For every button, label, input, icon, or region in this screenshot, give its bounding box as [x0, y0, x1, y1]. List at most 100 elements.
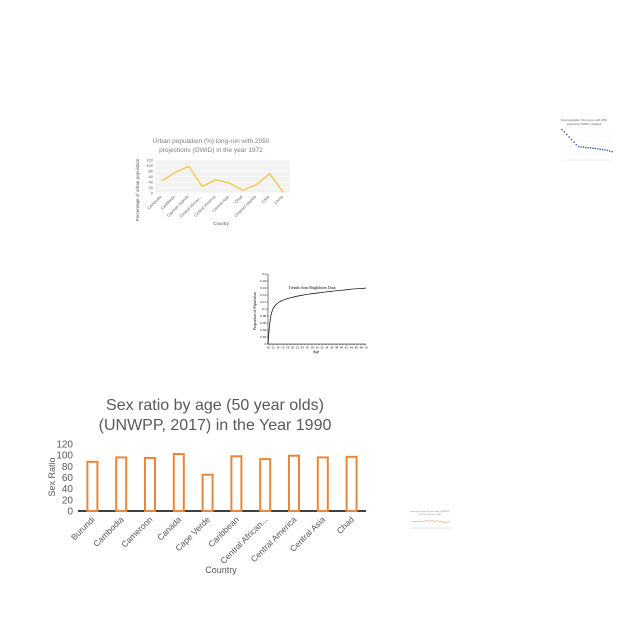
bar — [230, 455, 243, 512]
data-point — [575, 143, 578, 146]
y-tick-label: 0.08 — [260, 314, 266, 318]
data-point — [255, 184, 257, 186]
bar — [86, 460, 99, 513]
x-tick-label: Central African... — [218, 514, 270, 566]
x-tick-label: 50 — [364, 346, 368, 350]
chart-title: Urban population (%) long-run with 2050 — [153, 138, 270, 145]
x-tick-label: 22 — [296, 346, 300, 350]
x-tick-label: Cameroon — [119, 514, 154, 549]
x-tick-label: 30 — [315, 346, 319, 350]
x-tick-label: 38 — [335, 346, 339, 350]
x-axis-title: Country — [213, 221, 230, 226]
x-tick-label: Cape Verde — [173, 514, 212, 553]
data-point — [604, 148, 606, 151]
data-point — [215, 179, 217, 181]
data-point — [565, 133, 568, 136]
x-tick-label: 48 — [360, 346, 364, 350]
x-tick-label: 20 — [291, 346, 295, 350]
x-axis-title: Age — [313, 349, 320, 354]
bar — [288, 454, 300, 513]
y-tick-label: 60 — [149, 174, 154, 179]
y-tick-label: 0.14 — [260, 293, 266, 297]
x-tick-label: Chad — [233, 194, 243, 204]
data-point — [561, 128, 563, 131]
bar — [172, 453, 185, 512]
data-point — [269, 173, 271, 175]
bar — [144, 456, 156, 513]
series-line — [410, 520, 451, 523]
x-tick-label: 26 — [306, 346, 310, 350]
x-tick-label: 28 — [311, 346, 315, 350]
y-tick-label: 0.12 — [260, 300, 266, 304]
chart-title: Sex ratio by age (50 year olds) — [106, 397, 324, 414]
x-tick-label: Burundi — [69, 514, 97, 542]
y-tick-label: 0.16 — [260, 286, 266, 290]
data-point — [606, 149, 609, 152]
data-point — [161, 180, 163, 182]
y-tick-label: 0 — [151, 191, 154, 196]
x-tick-label: Chile — [260, 194, 271, 205]
data-point — [611, 150, 613, 153]
y-tick-label: 80 — [62, 462, 74, 473]
y-tick-label: 0 — [264, 342, 266, 346]
x-tick-label: Central America — [193, 194, 217, 218]
series-line — [267, 287, 367, 345]
x-tick-label: Central America — [249, 514, 299, 564]
data-point — [228, 182, 230, 184]
data-point — [242, 189, 244, 191]
bar — [115, 456, 128, 512]
y-tick-label: 80 — [149, 169, 154, 174]
chart-title: Sex ratio by age (50 year olds) (UNWPP, — [410, 510, 450, 513]
y-tick-label: 0.06 — [260, 321, 266, 325]
data-point — [174, 172, 176, 173]
data-point — [596, 148, 599, 150]
chart-title: 2017) in the Year 1990 — [419, 513, 442, 516]
x-tick-label: Cambodia — [91, 514, 126, 549]
x-tick-label: Canada — [155, 514, 183, 542]
data-point — [563, 131, 566, 133]
x-tick-label: 18 — [286, 346, 290, 350]
y-axis-title: Proportion of Population — [253, 292, 257, 330]
data-point — [570, 138, 573, 141]
data-point — [589, 147, 592, 149]
data-point — [573, 141, 575, 143]
chart-title: projections (OWID) in the year 1972 — [159, 147, 263, 154]
x-tick-label: Central Asia — [288, 514, 328, 554]
x-tick-label: 46 — [355, 346, 359, 350]
data-point — [582, 146, 585, 148]
data-point — [577, 145, 580, 148]
x-tick-label: 32 — [320, 346, 324, 350]
x-tick-label: 40 — [340, 346, 344, 350]
data-point — [188, 166, 190, 167]
bar — [201, 473, 214, 513]
data-point — [282, 192, 284, 193]
data-point — [587, 147, 589, 149]
bar — [316, 456, 329, 512]
y-tick-label: 20 — [62, 495, 74, 506]
y-tick-label: 40 — [62, 484, 74, 495]
x-tick-label: Channel Islands — [233, 194, 257, 218]
y-tick-label: 120 — [146, 158, 153, 163]
bar — [259, 458, 272, 513]
chart-title: projections (OWID) in Djibouti — [567, 122, 602, 126]
y-axis-title: Sex Ratio — [47, 457, 57, 496]
y-tick-label: 0 — [67, 507, 73, 518]
x-tick-label: 16 — [281, 346, 285, 350]
data-point — [608, 150, 611, 152]
series-line — [161, 165, 284, 193]
y-tick-label: 0.18 — [260, 279, 266, 283]
x-tick-label: 24 — [301, 346, 305, 350]
x-tick-label: Cambodia — [146, 194, 163, 211]
x-tick-label: Chad — [335, 514, 357, 536]
x-tick-label: 34 — [325, 346, 329, 350]
data-point — [585, 146, 587, 149]
y-tick-label: 0.02 — [260, 335, 266, 339]
data-point — [592, 147, 594, 149]
x-tick-label: Cayman Islands — [166, 194, 190, 218]
data-point — [201, 186, 203, 187]
y-tick-label: 60 — [62, 473, 74, 484]
chart-title: (UNWPP, 2017) in the Year 1990 — [99, 417, 332, 434]
